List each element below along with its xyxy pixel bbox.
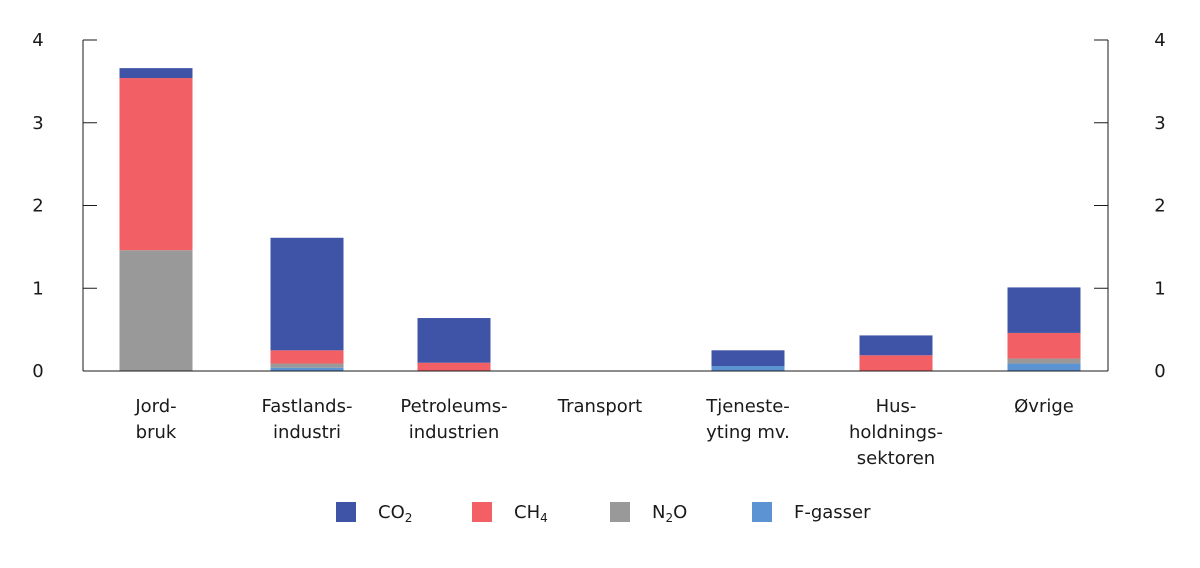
left-tick-label: 3 bbox=[32, 113, 43, 134]
legend-label: CH4 bbox=[514, 502, 548, 525]
left-tick-label: 1 bbox=[32, 278, 43, 299]
category-labels: Jord-bruk Fastlands-industri Petroleums-in… bbox=[134, 396, 1074, 469]
category-label: Fastlands- bbox=[262, 396, 353, 417]
category-label: Tjeneste- bbox=[705, 396, 790, 417]
bar-segment-n2o-0 bbox=[119, 250, 193, 371]
category-label: Transport bbox=[557, 396, 642, 417]
left-tick-label: 2 bbox=[32, 196, 43, 217]
bar-segment-f-gasser-6 bbox=[1007, 363, 1081, 371]
bar-segment-ch4-2 bbox=[417, 362, 491, 371]
bar-segment-co2-6 bbox=[1007, 287, 1081, 333]
right-tick-label: 4 bbox=[1154, 30, 1165, 51]
bar-segment-co2-4 bbox=[711, 350, 785, 367]
right-tick-label: 1 bbox=[1154, 278, 1165, 299]
legend-label: CO2 bbox=[378, 502, 412, 525]
category-label: bruk bbox=[136, 422, 177, 443]
right-tick-label: 3 bbox=[1154, 113, 1165, 134]
bar-segment-co2-2 bbox=[417, 318, 491, 363]
legend-swatch bbox=[336, 502, 356, 522]
category-label: Jord- bbox=[134, 396, 176, 417]
right-tick-label: 2 bbox=[1154, 196, 1165, 217]
legend-item-f-gasser: F-gasser bbox=[752, 502, 871, 523]
category-label: sektoren bbox=[857, 448, 935, 469]
legend-swatch bbox=[610, 502, 630, 522]
bar-segment-ch4-1 bbox=[270, 350, 344, 364]
legend-item-ch4: CH4 bbox=[472, 502, 548, 525]
axes-layer: 0 1 2 3 4 0 1 2 3 4 bbox=[32, 30, 1165, 382]
bar-segment-f-gasser-4 bbox=[711, 366, 785, 371]
legend: CO2 CH4 N2O F-gasser bbox=[336, 502, 871, 525]
legend-label: N2O bbox=[652, 502, 687, 525]
legend-label: F-gasser bbox=[794, 502, 871, 523]
category-label: Øvrige bbox=[1014, 396, 1074, 417]
category-label: holdnings- bbox=[849, 422, 943, 443]
bar-segment-ch4-6 bbox=[1007, 332, 1081, 359]
category-label: Petroleums- bbox=[400, 396, 507, 417]
bars-layer bbox=[119, 68, 1081, 371]
left-tick-label: 4 bbox=[32, 30, 43, 51]
legend-item-n2o: N2O bbox=[610, 502, 687, 525]
legend-swatch bbox=[472, 502, 492, 522]
left-tick-label: 0 bbox=[32, 361, 43, 382]
category-label: industrien bbox=[409, 422, 500, 443]
bar-segment-ch4-0 bbox=[119, 78, 193, 251]
bar-segment-n2o-1 bbox=[270, 363, 344, 368]
bar-segment-f-gasser-1 bbox=[270, 367, 344, 371]
bar-segment-co2-1 bbox=[270, 237, 344, 351]
bar-segment-co2-5 bbox=[859, 335, 933, 356]
bar-segment-co2-0 bbox=[119, 68, 193, 79]
bar-segment-ch4-5 bbox=[859, 355, 933, 371]
category-label: Hus- bbox=[876, 396, 917, 417]
category-label: yting mv. bbox=[706, 422, 790, 443]
right-tick-label: 0 bbox=[1154, 361, 1165, 382]
category-label: industri bbox=[273, 422, 341, 443]
legend-item-co2: CO2 bbox=[336, 502, 412, 525]
legend-swatch bbox=[752, 502, 772, 522]
bar-segment-n2o-6 bbox=[1007, 358, 1081, 364]
